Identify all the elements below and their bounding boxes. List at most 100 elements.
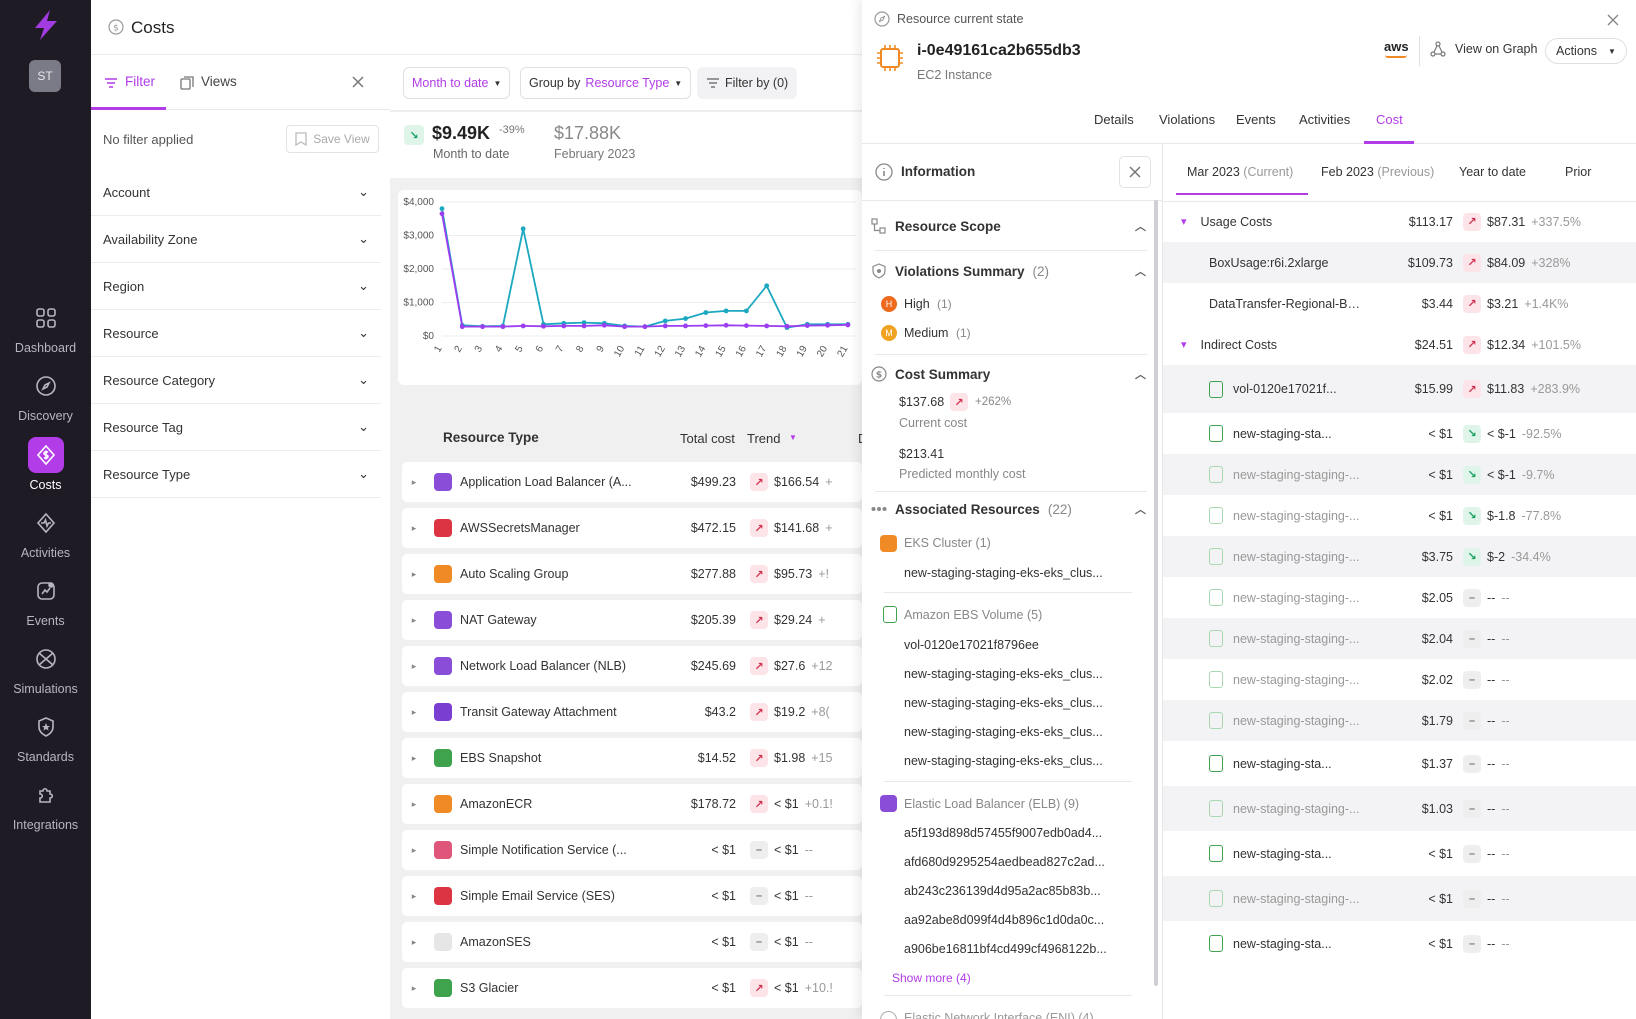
data-point[interactable] (764, 283, 770, 289)
nav-simulations[interactable]: Simulations (0, 641, 91, 707)
tab-activities[interactable]: Activities (1299, 112, 1351, 127)
tab-views[interactable]: Views (201, 74, 237, 89)
data-point[interactable] (703, 310, 709, 315)
cost-item-row[interactable]: new-staging-staging-... < $1 ↘ < $-1 -9.7% (1163, 454, 1636, 495)
filter-by-button[interactable]: Filter by (0) (697, 67, 798, 99)
close-drawer-icon[interactable] (1607, 14, 1619, 26)
ebs-item[interactable]: new-staging-staging-eks-eks_clus... (904, 696, 1103, 710)
tab-violations[interactable]: Violations (1159, 112, 1216, 127)
data-point[interactable] (804, 323, 810, 329)
data-point[interactable] (520, 226, 526, 232)
table-row[interactable]: ▸ Simple Email Service (SES) < $1– < $1 -- (402, 876, 862, 916)
data-point[interactable] (683, 316, 688, 321)
data-point[interactable] (723, 322, 729, 328)
table-row[interactable]: ▸ EBS Snapshot $14.52 ↗ $1.98 +15 (402, 738, 862, 778)
expand-caret-icon[interactable]: ▸ (411, 982, 417, 993)
table-row[interactable]: ▸ AmazonECR $178.72 ↗ < $1 +0.1! (402, 784, 862, 824)
save-view-button[interactable]: Save View (286, 125, 379, 153)
data-point[interactable] (784, 323, 790, 329)
app-logo-icon[interactable] (29, 8, 63, 42)
elb-item[interactable]: a5f193d898d57455f9007edb0ad4... (904, 826, 1103, 840)
nav-activities[interactable]: Activities (0, 505, 91, 571)
expand-caret-icon[interactable]: ▸ (411, 522, 417, 533)
cost-item-row[interactable]: new-staging-staging-... $1.79– -- -- (1163, 700, 1636, 741)
cost-item-row[interactable]: new-staging-staging-... $2.05– -- -- (1163, 577, 1636, 618)
data-point[interactable] (642, 324, 648, 330)
data-point[interactable] (581, 320, 587, 325)
nav-discovery[interactable]: Discovery (0, 368, 91, 434)
table-row[interactable]: ▸ S3 Glacier < $1 ↗ < $1 +10.! (402, 968, 862, 1008)
expand-caret-icon[interactable]: ▸ (411, 844, 417, 855)
cost-item-row[interactable]: new-staging-staging-... $2.04– -- -- (1163, 618, 1636, 659)
table-row[interactable]: ▸ NAT Gateway $205.39 ↗ $29.24 + (402, 600, 862, 640)
period-tab-previous[interactable]: Feb 2023 (Previous) (1321, 165, 1434, 179)
cost-item-row[interactable]: DataTransfer-Regional-Byt... $3.44 ↗ $3.21 +… (1163, 283, 1636, 324)
period-tab-prior[interactable]: Prior (1565, 165, 1592, 179)
data-point[interactable] (662, 318, 668, 324)
collapse-caret-icon[interactable]: ▾ (1181, 339, 1187, 351)
data-point[interactable] (541, 323, 546, 329)
table-row[interactable]: ▸ Application Load Balancer (A... $499.23 ↗… (402, 462, 862, 502)
expand-caret-icon[interactable]: ▸ (411, 752, 417, 763)
table-row[interactable]: ▸ Simple Notification Service (... < $1– < … (402, 830, 862, 870)
cost-item-row[interactable]: new-staging-sta... $1.37– -- -- (1163, 741, 1636, 786)
data-point[interactable] (825, 322, 830, 328)
table-row[interactable]: ▸ AmazonSES < $1– < $1 -- (402, 922, 862, 962)
expand-caret-icon[interactable]: ▸ (411, 568, 417, 579)
cost-item-row[interactable]: BoxUsage:r6i.2xlarge $109.73 ↗ $84.09 +328% (1163, 242, 1636, 283)
ebs-item[interactable]: new-staging-staging-eks-eks_clus... (904, 667, 1103, 681)
elb-item[interactable]: afd680d9295254aedbead827c2ad... (904, 855, 1105, 869)
section-associated-resources[interactable]: Associated Resources (22) ︿ (871, 488, 1146, 530)
close-icon[interactable] (352, 76, 364, 88)
cost-group-row[interactable]: ▾ Usage Costs $113.17 ↗ $87.31 +337.5% (1163, 201, 1636, 242)
cost-item-row[interactable]: new-staging-staging-... < $1 ↘ $-1.8 -77.8% (1163, 495, 1636, 536)
table-row[interactable]: ▸ Auto Scaling Group $277.88 ↗ $95.73 +! (402, 554, 862, 594)
period-tab-current[interactable]: Mar 2023 (Current) (1187, 165, 1293, 179)
data-point[interactable] (561, 323, 567, 329)
data-point[interactable] (459, 324, 465, 330)
tab-details[interactable]: Details (1094, 112, 1134, 127)
data-point[interactable] (845, 322, 851, 328)
cost-item-row[interactable]: vol-0120e17021f... $15.99 ↗ $11.83 +283.9% (1163, 365, 1636, 413)
data-point[interactable] (622, 324, 628, 330)
expand-caret-icon[interactable]: ▸ (411, 706, 417, 717)
tab-filter[interactable]: Filter (125, 74, 155, 89)
section-cost-summary[interactable]: $ Cost Summary ︿ (871, 353, 1146, 395)
user-avatar[interactable]: ST (29, 60, 61, 92)
data-point[interactable] (764, 323, 770, 329)
cost-item-row[interactable]: new-staging-sta... < $1– -- -- (1163, 921, 1636, 966)
expand-caret-icon[interactable]: ▸ (411, 476, 417, 487)
data-point[interactable] (439, 211, 445, 217)
show-more-link[interactable]: Show more (4) (892, 971, 971, 985)
cost-item-row[interactable]: new-staging-staging-... $1.03– -- -- (1163, 786, 1636, 831)
col-header-resource-type[interactable]: Resource Type (443, 430, 539, 445)
data-point[interactable] (500, 324, 506, 330)
expand-caret-icon[interactable]: ▸ (411, 936, 417, 947)
range-select[interactable]: Month to date ▼ (403, 67, 511, 99)
tab-cost[interactable]: Cost (1376, 112, 1403, 127)
facet-resource-type[interactable]: Resource Type ⌄ (91, 451, 381, 498)
expand-caret-icon[interactable]: ▸ (411, 798, 417, 809)
table-row[interactable]: ▸ Network Load Balancer (NLB) $245.69 ↗ $27.… (402, 646, 862, 686)
table-row[interactable]: ▸ AWSSecretsManager $472.15 ↗ $141.68 + (402, 508, 862, 548)
col-header-trend[interactable]: Trend (747, 431, 781, 446)
data-point[interactable] (662, 323, 668, 329)
cost-item-row[interactable]: new-staging-staging-... $2.02– -- -- (1163, 659, 1636, 700)
actions-button[interactable]: Actions ▼ (1545, 38, 1627, 64)
group-by-select[interactable]: Group by Resource Type ▼ (520, 67, 692, 99)
ebs-item[interactable]: new-staging-staging-eks-eks_clus... (904, 725, 1103, 739)
period-tab-ytd[interactable]: Year to date (1459, 165, 1526, 179)
cost-item-row[interactable]: new-staging-staging-... < $1– -- -- (1163, 876, 1636, 921)
close-info-button[interactable] (1119, 156, 1151, 188)
data-point[interactable] (744, 308, 749, 314)
data-point[interactable] (683, 323, 688, 329)
col-header-total-cost[interactable]: Total cost (680, 431, 735, 446)
cost-item-row[interactable]: new-staging-sta... < $1 ↘ < $-1 -92.5% (1163, 413, 1636, 454)
data-point[interactable] (480, 324, 485, 330)
data-point[interactable] (723, 308, 729, 314)
facet-resource-tag[interactable]: Resource Tag ⌄ (91, 404, 381, 451)
data-point[interactable] (601, 322, 607, 328)
expand-caret-icon[interactable]: ▸ (411, 660, 417, 671)
data-point[interactable] (439, 206, 445, 212)
nav-integrations[interactable]: Integrations (0, 777, 91, 843)
